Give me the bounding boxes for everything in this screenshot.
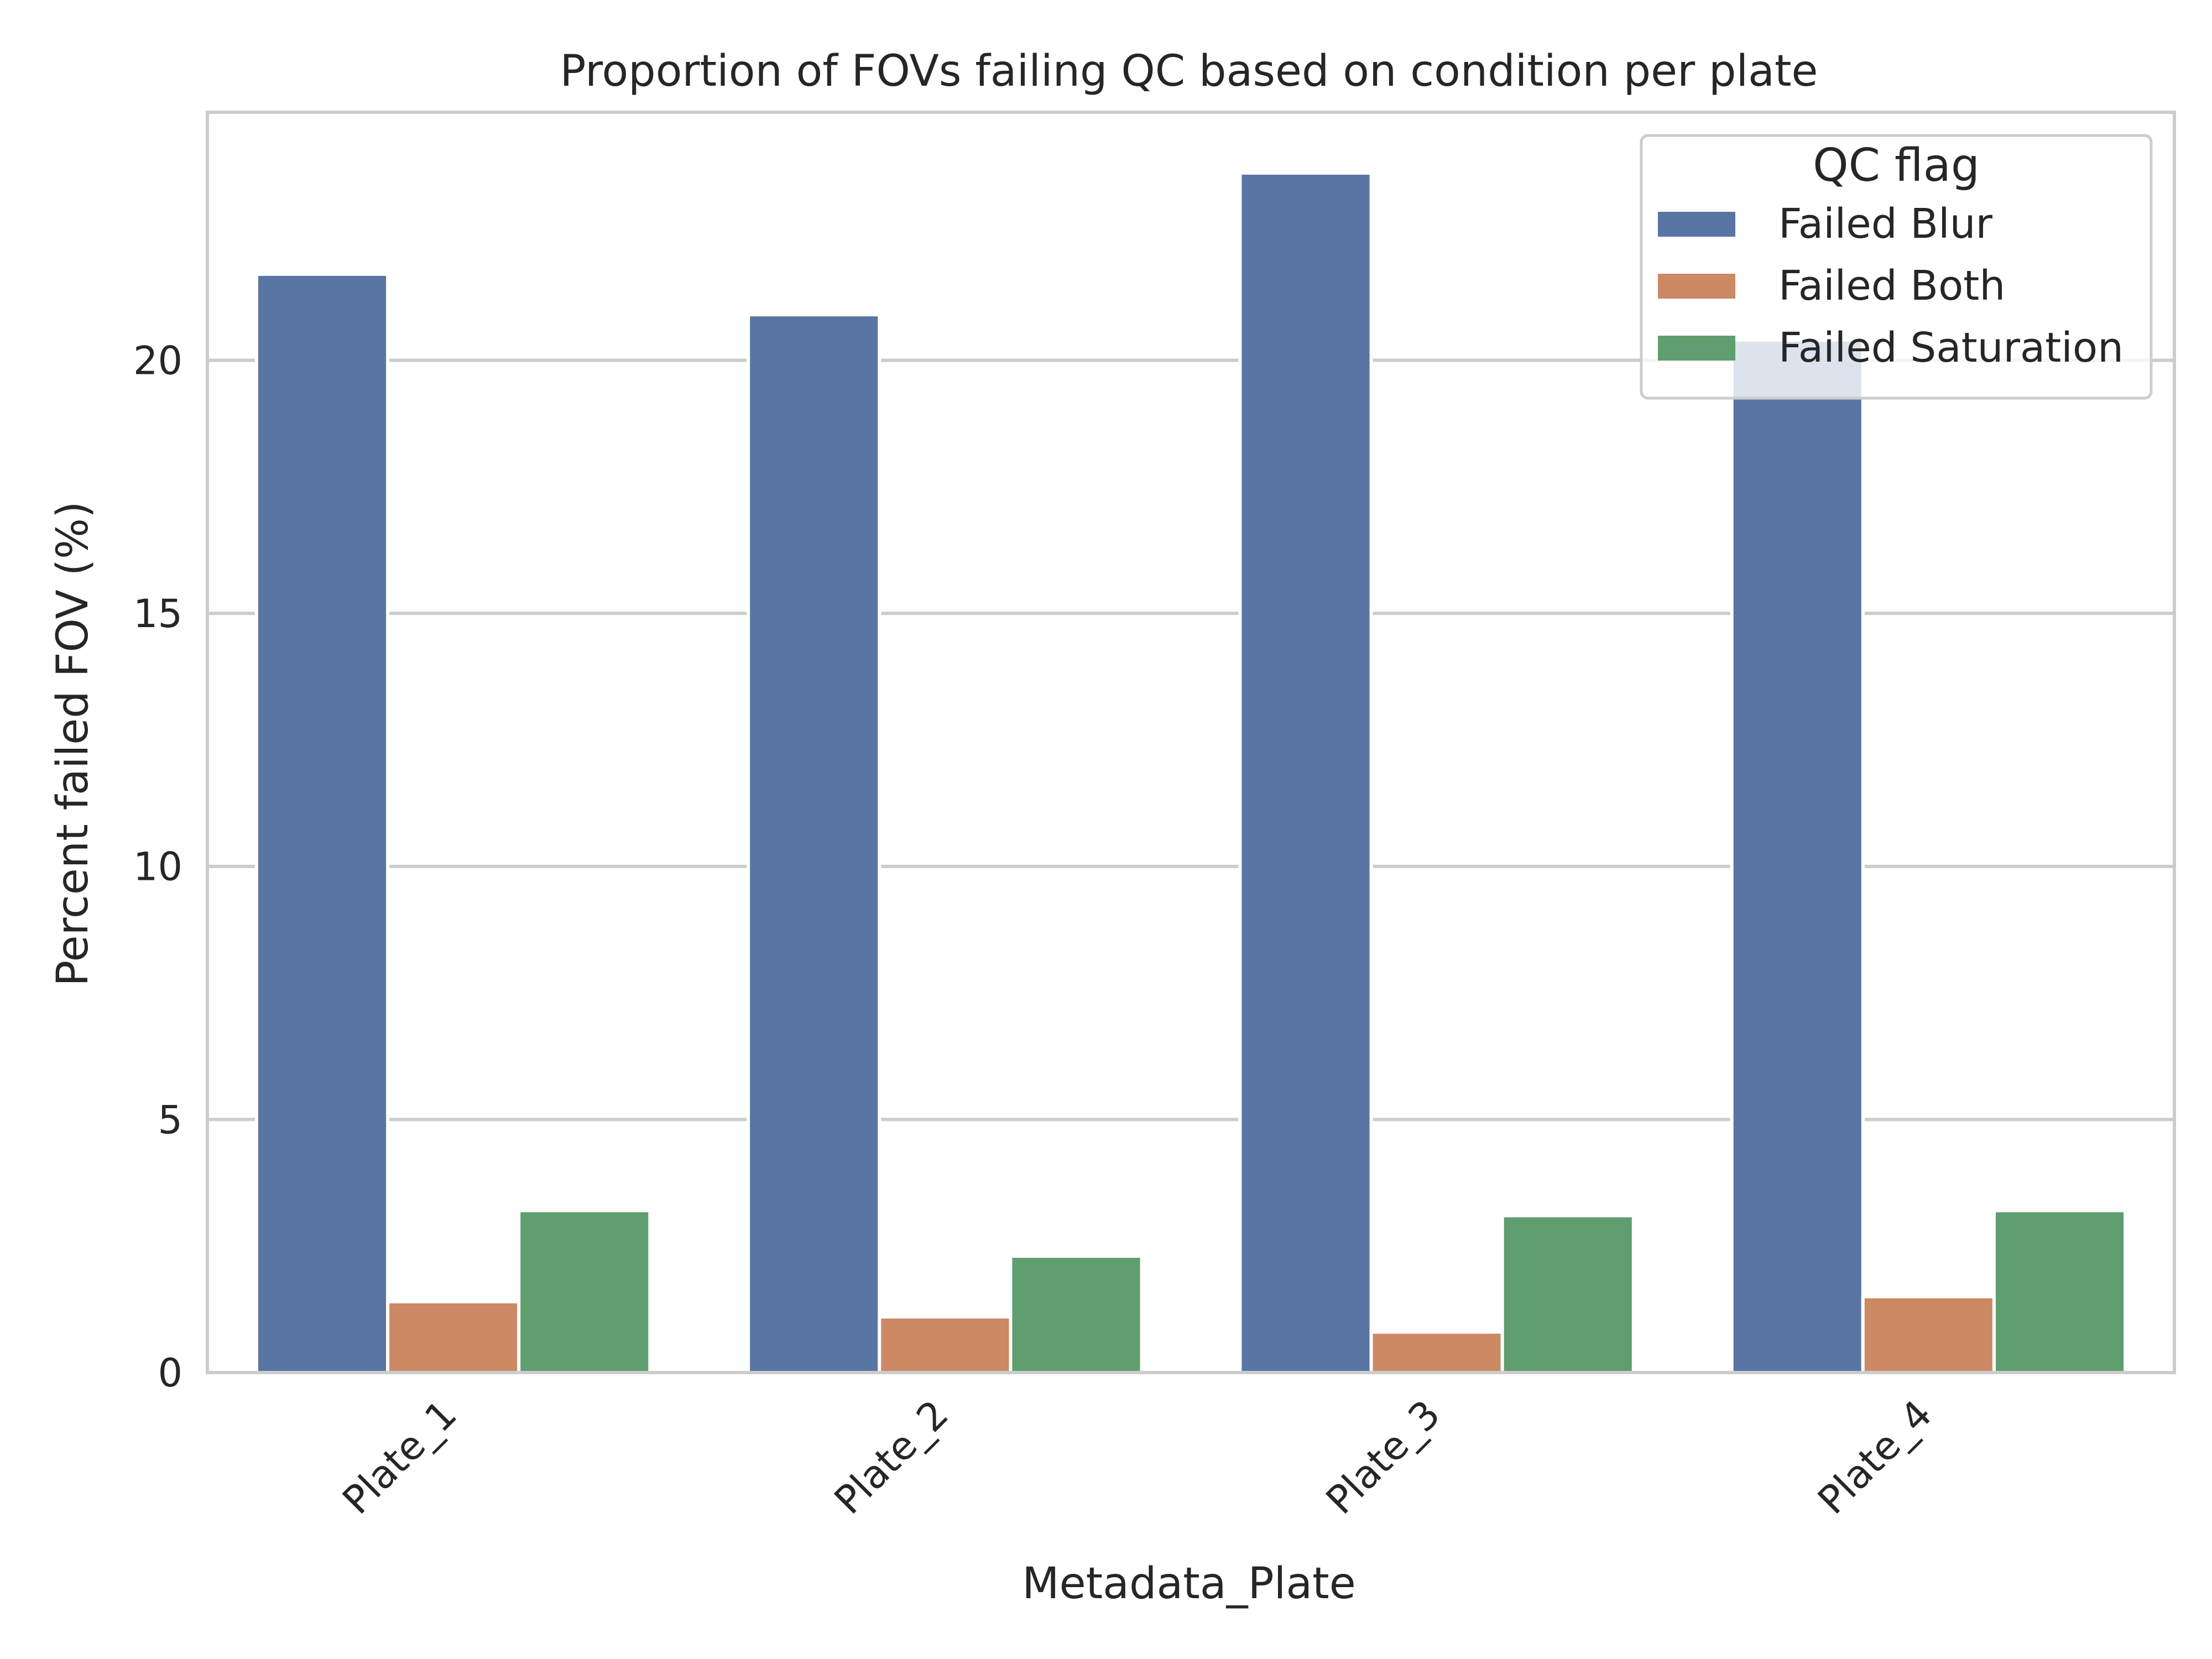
legend-label: Failed Blur [1778, 200, 1992, 248]
x-tick-label: Plate_2 [826, 1391, 957, 1523]
x-tick-label: Plate_1 [334, 1391, 466, 1523]
y-tick-label: 15 [133, 591, 182, 637]
legend-label: Failed Saturation [1778, 324, 2124, 372]
legend-swatch [1658, 212, 1735, 237]
x-axis-label: Metadata_Plate [1022, 1559, 1355, 1609]
bar-failed-both [1861, 1295, 1996, 1375]
bars [254, 171, 2127, 1375]
legend-swatch [1658, 336, 1735, 361]
bar-failed-blur [747, 313, 881, 1375]
legend-title: QC flag [1813, 139, 1980, 192]
bar-failed-both [386, 1300, 521, 1375]
bar-failed-blur [1238, 171, 1373, 1375]
x-tick-labels: Plate_1 Plate_2 Plate_3 Plate_4 [334, 1391, 1941, 1523]
y-tick-labels: 0 5 10 15 20 [133, 338, 182, 1396]
bar-failed-saturation [1500, 1214, 1635, 1374]
y-tick-label: 10 [133, 844, 182, 890]
y-axis-label: Percent failed FOV (%) [48, 501, 98, 986]
bar-failed-blur [1730, 338, 1865, 1375]
x-tick-label: Plate_4 [1809, 1391, 1940, 1523]
legend-swatch [1658, 274, 1735, 299]
legend-box [1640, 134, 2153, 400]
y-tick-label: 20 [133, 338, 182, 383]
chart-title: Proportion of FOVs failing QC based on c… [560, 46, 1818, 96]
bar-failed-both [878, 1315, 1013, 1375]
grid-lines [207, 358, 2174, 1374]
bar-failed-saturation [1992, 1209, 2127, 1374]
y-tick-label: 5 [158, 1097, 182, 1142]
bar-failed-blur [254, 272, 390, 1374]
bar-failed-saturation [1009, 1254, 1144, 1375]
axes-frame [206, 111, 2176, 1374]
bar-failed-both [1369, 1330, 1504, 1374]
legend-label: Failed Both [1778, 262, 2005, 310]
y-tick-label: 0 [158, 1350, 182, 1396]
legend: QC flag Failed Blur Failed Both Failed Satu… [1640, 134, 2153, 400]
bar-failed-saturation [517, 1209, 652, 1374]
x-tick-label: Plate_3 [1317, 1391, 1449, 1523]
